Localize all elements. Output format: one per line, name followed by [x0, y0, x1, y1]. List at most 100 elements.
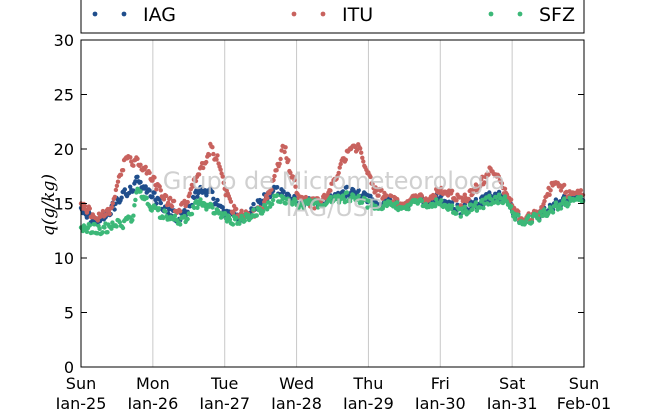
- data-point-itu: [337, 165, 342, 170]
- data-point-itu: [480, 174, 485, 179]
- data-point-sfz: [163, 209, 168, 214]
- data-point-iag: [257, 197, 263, 203]
- data-point-sfz: [114, 224, 119, 229]
- x-tick-date: Jan-25: [55, 394, 107, 409]
- data-point-sfz: [222, 211, 228, 216]
- data-point-itu: [319, 197, 325, 203]
- x-tick-weekday: Sat: [499, 374, 525, 393]
- data-point-itu: [454, 198, 459, 203]
- data-point-sfz: [550, 210, 556, 215]
- data-point-itu: [547, 192, 552, 197]
- data-point-sfz: [242, 218, 247, 223]
- data-point-sfz: [395, 200, 400, 205]
- data-point-sfz: [92, 222, 97, 227]
- data-point-iag: [122, 187, 128, 192]
- data-point-itu: [359, 150, 364, 155]
- x-tick-date: Jan-30: [414, 394, 466, 409]
- data-point-iag: [150, 194, 155, 199]
- data-point-iag: [133, 179, 138, 184]
- data-point-sfz: [144, 195, 149, 201]
- data-point-itu: [82, 203, 88, 209]
- data-point-itu: [361, 159, 366, 164]
- data-point-iag: [158, 200, 163, 206]
- data-point-sfz: [117, 220, 123, 225]
- series-sfz: [78, 186, 586, 237]
- data-point-itu: [274, 168, 279, 173]
- data-point-itu: [496, 174, 501, 179]
- data-point-itu: [87, 206, 93, 211]
- data-point-itu: [143, 164, 148, 170]
- data-point-iag: [275, 185, 280, 190]
- data-point-sfz: [161, 215, 166, 221]
- x-tick-weekday: Thu: [352, 374, 383, 393]
- y-axis: 0 5 10 15 20 25 30: [54, 31, 584, 377]
- data-point-itu: [458, 203, 463, 208]
- data-point-iag: [281, 189, 286, 194]
- data-point-itu: [478, 184, 483, 189]
- data-point-itu: [338, 161, 343, 167]
- data-point-itu: [178, 209, 183, 214]
- data-point-sfz: [340, 193, 346, 198]
- data-point-sfz: [356, 193, 361, 198]
- data-point-sfz: [365, 205, 370, 210]
- data-point-sfz: [210, 205, 215, 210]
- data-point-itu: [214, 157, 219, 162]
- data-point-sfz: [578, 194, 584, 200]
- legend-label-sfz: SFZ: [539, 4, 575, 26]
- data-point-itu: [128, 155, 133, 160]
- data-point-sfz: [100, 230, 105, 235]
- data-point-itu: [169, 204, 175, 209]
- data-point-sfz: [234, 215, 239, 221]
- data-point-sfz: [526, 213, 531, 218]
- data-point-sfz: [132, 203, 137, 208]
- data-point-sfz: [466, 210, 471, 215]
- x-tick-weekday: Mon: [136, 374, 170, 393]
- data-point-itu: [470, 191, 475, 197]
- legend-entry-itu: ITU: [291, 4, 373, 26]
- data-point-iag: [143, 184, 148, 189]
- data-point-itu: [269, 187, 274, 192]
- data-point-sfz: [529, 220, 535, 225]
- data-point-sfz: [257, 206, 263, 212]
- data-point-itu: [193, 178, 199, 184]
- data-point-sfz: [553, 200, 559, 205]
- data-point-itu: [466, 196, 471, 202]
- data-point-itu: [207, 152, 212, 158]
- data-point-iag: [152, 190, 157, 195]
- data-point-sfz: [265, 207, 270, 212]
- data-point-iag: [210, 189, 215, 195]
- data-point-sfz: [261, 209, 266, 214]
- legend-entry-iag: IAG: [92, 4, 176, 26]
- data-point-sfz: [172, 213, 178, 218]
- data-point-itu: [168, 195, 173, 201]
- data-point-sfz: [269, 201, 275, 207]
- x-tick-weekday: Tue: [210, 374, 238, 393]
- data-point-sfz: [566, 202, 571, 207]
- data-point-itu: [138, 162, 143, 167]
- data-point-itu: [343, 157, 348, 162]
- data-point-sfz: [102, 225, 107, 230]
- data-point-itu: [312, 206, 317, 211]
- data-point-itu: [152, 175, 157, 180]
- data-point-iag: [211, 196, 216, 201]
- data-point-sfz: [433, 204, 438, 209]
- data-point-sfz: [462, 204, 467, 209]
- data-point-itu: [210, 145, 215, 150]
- data-point-sfz: [473, 200, 479, 205]
- legend-entry-sfz: SFZ: [488, 4, 575, 26]
- y-tick-label: 25: [54, 86, 74, 105]
- data-point-sfz: [182, 213, 187, 219]
- data-point-itu: [118, 172, 124, 177]
- data-point-itu: [282, 149, 287, 155]
- data-point-sfz: [305, 201, 311, 207]
- x-tick-weekday: Fri: [431, 374, 450, 393]
- data-point-itu: [113, 187, 119, 193]
- data-point-itu: [218, 167, 223, 172]
- data-point-sfz: [178, 222, 183, 227]
- data-point-sfz: [198, 197, 203, 202]
- data-point-itu: [164, 193, 169, 199]
- data-point-sfz: [185, 216, 190, 222]
- data-point-itu: [288, 170, 293, 175]
- data-point-sfz: [472, 203, 477, 209]
